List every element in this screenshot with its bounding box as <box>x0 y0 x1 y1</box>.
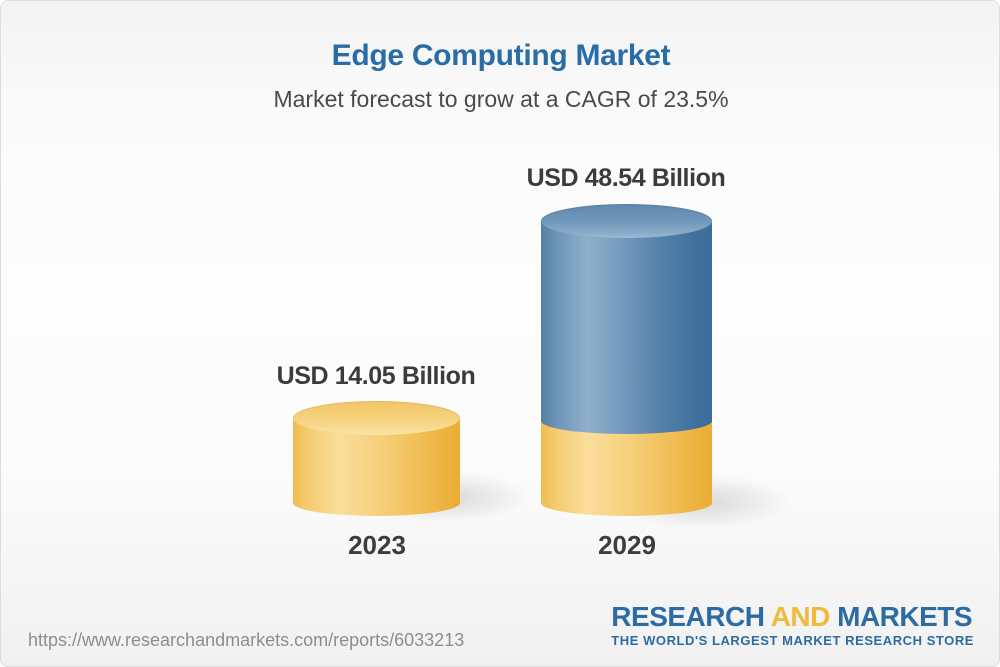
report-url: https://www.researchandmarkets.com/repor… <box>28 630 465 650</box>
page-title: Edge Computing Market <box>331 39 671 72</box>
bar-2029-base-segment <box>541 421 712 516</box>
axis-label-2029: 2029 <box>598 530 656 560</box>
logo-wordmark: RESEARCH AND MARKETS <box>611 602 974 631</box>
bar-2029-cap <box>541 204 712 238</box>
logo-tagline: THE WORLD'S LARGEST MARKET RESEARCH STOR… <box>611 633 974 649</box>
research-and-markets-logo: RESEARCH AND MARKETS THE WORLD'S LARGEST… <box>611 602 974 649</box>
logo-word-and: AND <box>770 601 831 632</box>
value-label-2029: USD 48.54 Billion <box>526 164 726 192</box>
page-subtitle: Market forecast to grow at a CAGR of 23.… <box>273 86 729 112</box>
bar-2023-cap <box>293 401 460 435</box>
value-label-2023: USD 14.05 Billion <box>276 362 476 390</box>
axis-label-2023: 2023 <box>348 530 406 560</box>
bar-2029-blue-segment <box>541 221 712 434</box>
logo-word-markets: MARKETS <box>837 601 973 632</box>
logo-word-research: RESEARCH <box>611 601 765 632</box>
